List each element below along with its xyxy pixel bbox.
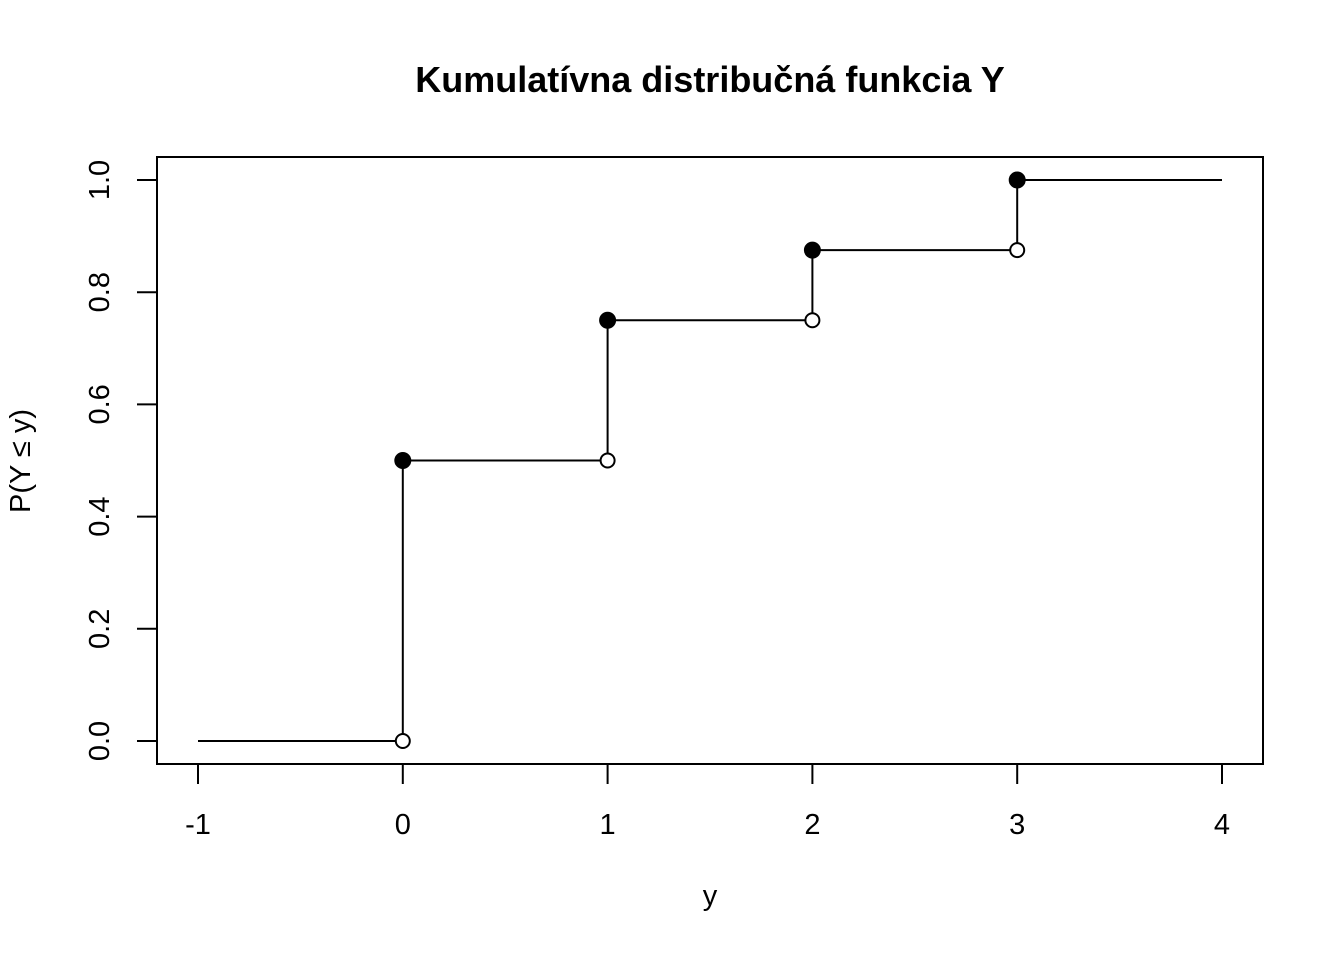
x-axis: -1 0 1 2 3 4 — [185, 763, 1230, 841]
chart-title: Kumulatívna distribučná funkcia Y — [415, 59, 1004, 100]
filled-point — [1008, 171, 1026, 189]
x-tick-label: 4 — [1214, 809, 1230, 841]
x-tick-label: 2 — [804, 809, 820, 841]
open-point — [599, 452, 616, 469]
y-tick-label: 0.4 — [84, 496, 116, 536]
y-axis: 0.0 0.2 0.4 0.6 0.8 1.0 — [84, 160, 158, 761]
cdf-step-series — [198, 171, 1222, 749]
filled-point — [599, 311, 617, 329]
plot-frame — [156, 156, 1264, 765]
x-tick-label: 1 — [600, 809, 616, 841]
filled-point — [394, 452, 412, 469]
x-tick-label: 0 — [395, 809, 411, 841]
y-tick-label: 0.8 — [84, 272, 116, 312]
open-point — [804, 312, 821, 329]
y-axis-label: P(Y ≤ y) — [5, 409, 37, 513]
y-tick-label: 0.6 — [84, 384, 116, 424]
open-point — [1009, 242, 1026, 259]
y-tick-label: 0.2 — [84, 609, 116, 649]
y-tick-label: 1.0 — [84, 160, 116, 200]
x-tick-label: -1 — [185, 809, 211, 841]
filled-point — [803, 241, 821, 259]
x-axis-label: y — [703, 880, 718, 912]
y-tick-label: 0.0 — [84, 721, 116, 761]
open-point — [394, 733, 411, 749]
x-tick-label: 3 — [1009, 809, 1025, 841]
